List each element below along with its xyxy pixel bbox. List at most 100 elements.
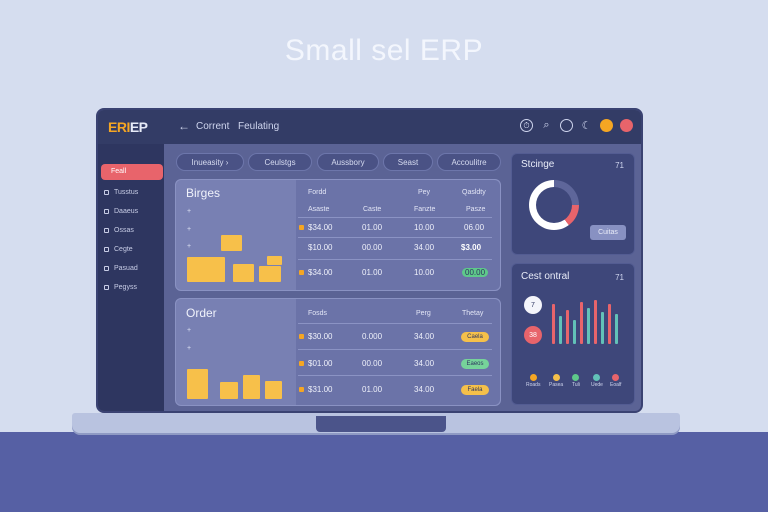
moon-icon[interactable]: ☾ <box>581 120 592 132</box>
row-marker <box>299 225 304 230</box>
nav-link-feulating[interactable]: Feulating <box>238 121 280 132</box>
timer-icon[interactable]: ⏱ <box>520 119 533 132</box>
legend-label: Pasea <box>549 382 564 388</box>
orders-cell: 34.00 <box>414 359 435 368</box>
nav-link-current[interactable]: Corrent <box>196 121 230 132</box>
budgets-header: Asaste <box>308 206 330 213</box>
budgets-cell: $34.00 <box>308 223 333 232</box>
orders-cell: $30.00 <box>308 332 333 341</box>
orders-header: Thetay <box>462 310 484 317</box>
sidebar-item-label: Tusstus <box>114 189 139 196</box>
cost-circle-white: 7 <box>524 296 542 314</box>
orders-cell: 01.00 <box>362 385 383 394</box>
cost-circle-red: 38 <box>524 326 542 344</box>
budgets-cell: 00.00 <box>362 243 383 252</box>
filter-pill-5[interactable]: Accoulitre <box>437 153 501 171</box>
budgets-title: Birges <box>186 186 221 200</box>
budgets-bar <box>221 235 242 251</box>
legend-item-pasea: Pasea <box>549 374 563 388</box>
budgets-cell: $10.00 <box>308 243 333 252</box>
sidebar-item-3[interactable]: Ossas <box>104 227 134 234</box>
cost-bar <box>587 308 590 344</box>
legend-dot <box>529 374 537 381</box>
laptop-notch <box>316 416 446 432</box>
row-marker <box>299 334 304 339</box>
budgets-mark-3: + <box>187 243 192 250</box>
orders-status-badge[interactable]: Caela <box>461 332 489 342</box>
top-icon-group: ⏱ ⌕ ☾ <box>520 119 633 132</box>
filter-pill-label: Aussbory <box>331 157 365 167</box>
legend-dot <box>572 374 580 381</box>
search-icon[interactable]: ⌕ <box>543 119 550 131</box>
cost-bar <box>559 316 562 344</box>
grid-icon <box>104 266 109 271</box>
budgets-header: Pasze <box>466 206 486 213</box>
filter-pill-3[interactable]: Aussbory <box>317 153 379 171</box>
budgets-cell: 34.00 <box>414 243 435 252</box>
logo-part-b: EP <box>129 119 148 135</box>
grid-icon <box>104 209 109 214</box>
user-avatar[interactable] <box>600 119 613 132</box>
sidebar-item-4[interactable]: Cegte <box>104 246 133 253</box>
row-marker <box>299 387 304 392</box>
sidebar-item-2[interactable]: Daaeus <box>104 208 138 215</box>
orders-cell: $01.00 <box>308 359 333 368</box>
grid-icon <box>104 247 109 252</box>
hero-title: Small sel ERP <box>284 34 484 67</box>
sidebar: Feall Tusstus Daaeus Ossas Cegte Pasuad … <box>98 144 164 411</box>
stcinge-count: 71 <box>615 161 624 170</box>
filter-pill-4[interactable]: Seast <box>383 153 433 171</box>
budgets-header: Qasldty <box>462 189 486 196</box>
orders-bar <box>243 375 260 399</box>
orders-mark-1: + <box>187 327 192 334</box>
row-divider <box>298 375 492 376</box>
orders-title: Order <box>186 306 217 320</box>
donut-hole <box>536 187 572 223</box>
grid-icon <box>104 228 109 233</box>
budgets-header: Pey <box>418 189 431 196</box>
row-divider <box>298 237 492 238</box>
budgets-header: Fordd <box>308 189 327 196</box>
sidebar-item-label: Cegte <box>114 246 133 253</box>
budgets-header: Fanzte <box>414 206 436 213</box>
circle-icon[interactable] <box>560 119 573 132</box>
budgets-cell: 06.00 <box>464 223 485 232</box>
app-logo[interactable]: ERIEP <box>108 119 148 135</box>
orders-status-badge[interactable]: Faela <box>461 385 489 395</box>
budgets-cell: 10.00 <box>414 223 435 232</box>
logo-part-a: ERI <box>108 119 130 135</box>
notification-avatar[interactable] <box>620 119 633 132</box>
grid-icon <box>104 190 109 195</box>
legend-label: Uede <box>591 382 603 388</box>
budgets-cell: 10.00 <box>414 268 435 277</box>
sidebar-item-1[interactable]: Tusstus <box>104 189 138 196</box>
sidebar-item-active[interactable]: Feall <box>101 164 163 180</box>
sidebar-item-5[interactable]: Pasuad <box>104 265 138 272</box>
row-marker <box>299 361 304 366</box>
legend-label: Eoalf <box>610 382 622 388</box>
cost-control-title: Cest ontral <box>521 271 570 282</box>
floor-background <box>0 432 768 512</box>
filter-pill-1[interactable]: Inueasity › <box>176 153 244 171</box>
legend-dot <box>593 374 601 381</box>
back-arrow-icon[interactable]: ← <box>178 119 190 133</box>
legend-dot <box>552 374 560 381</box>
legend-label: Tuli <box>572 382 580 388</box>
stcinge-button[interactable]: Cuitas <box>590 225 626 240</box>
filter-pill-label: Seast <box>397 157 419 167</box>
app-screen: ERIEP ← Corrent Feulating ⏱ ⌕ ☾ Feall Tu… <box>96 108 643 413</box>
orders-bar <box>220 382 238 399</box>
legend-item-eoalf: Eoalf <box>610 374 621 388</box>
sidebar-item-label: Pegyss <box>114 284 137 291</box>
orders-cell: 34.00 <box>414 332 435 341</box>
orders-status-badge[interactable]: Eaeos <box>461 359 489 369</box>
sidebar-item-label: Daaeus <box>114 208 139 215</box>
sidebar-item-label: Pasuad <box>114 265 138 272</box>
orders-bar <box>187 369 208 399</box>
cost-bar <box>580 302 583 344</box>
cost-bar <box>573 320 576 344</box>
budgets-header: Caste <box>363 206 382 213</box>
filter-pill-2[interactable]: Ceulstgs <box>248 153 312 171</box>
sidebar-item-6[interactable]: Pegyss <box>104 284 137 291</box>
orders-cell: $31.00 <box>308 385 333 394</box>
